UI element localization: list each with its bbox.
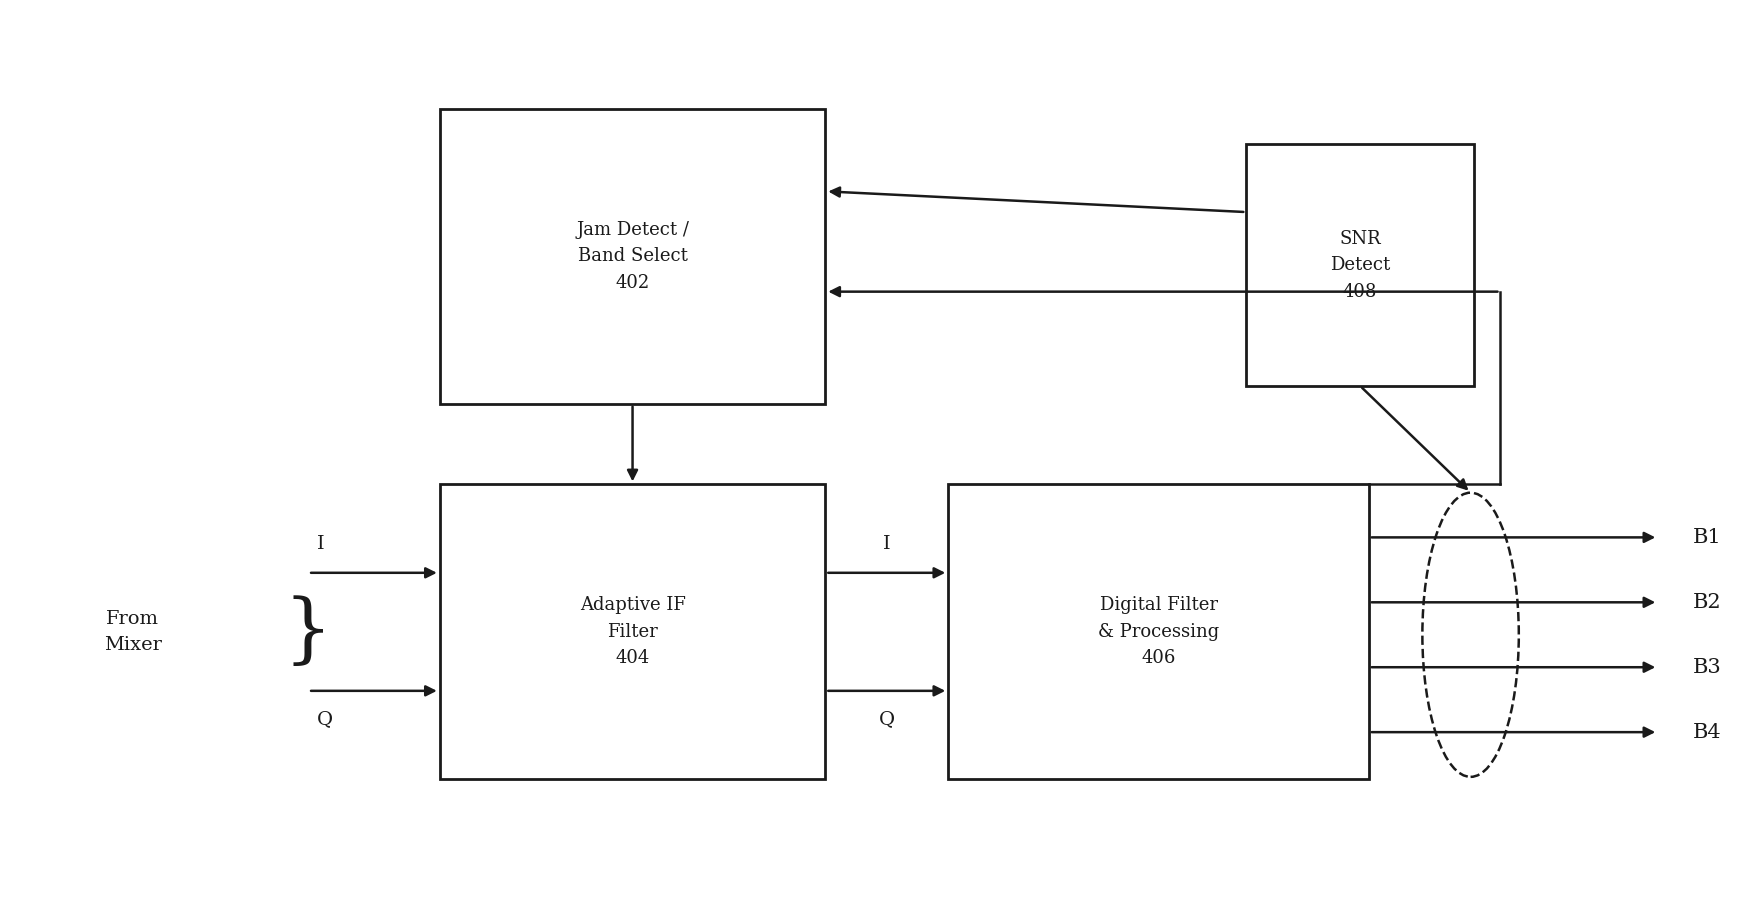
Text: Q: Q xyxy=(318,710,333,728)
Text: B3: B3 xyxy=(1692,658,1722,676)
Bar xyxy=(439,109,825,404)
Bar xyxy=(439,484,825,779)
Text: B1: B1 xyxy=(1692,528,1722,547)
Text: Jam Detect /
Band Select
402: Jam Detect / Band Select 402 xyxy=(576,221,688,292)
Text: From
Mixer: From Mixer xyxy=(104,610,161,654)
Text: B2: B2 xyxy=(1692,593,1722,612)
Bar xyxy=(1246,144,1472,386)
Text: }: } xyxy=(284,595,332,669)
Text: B4: B4 xyxy=(1692,723,1722,742)
Text: I: I xyxy=(318,536,325,553)
Text: Q: Q xyxy=(878,710,895,728)
Text: Digital Filter
& Processing
406: Digital Filter & Processing 406 xyxy=(1097,597,1218,667)
Bar xyxy=(948,484,1369,779)
Text: I: I xyxy=(883,536,890,553)
Text: Adaptive IF
Filter
404: Adaptive IF Filter 404 xyxy=(579,597,684,667)
Text: SNR
Detect
408: SNR Detect 408 xyxy=(1329,230,1390,300)
